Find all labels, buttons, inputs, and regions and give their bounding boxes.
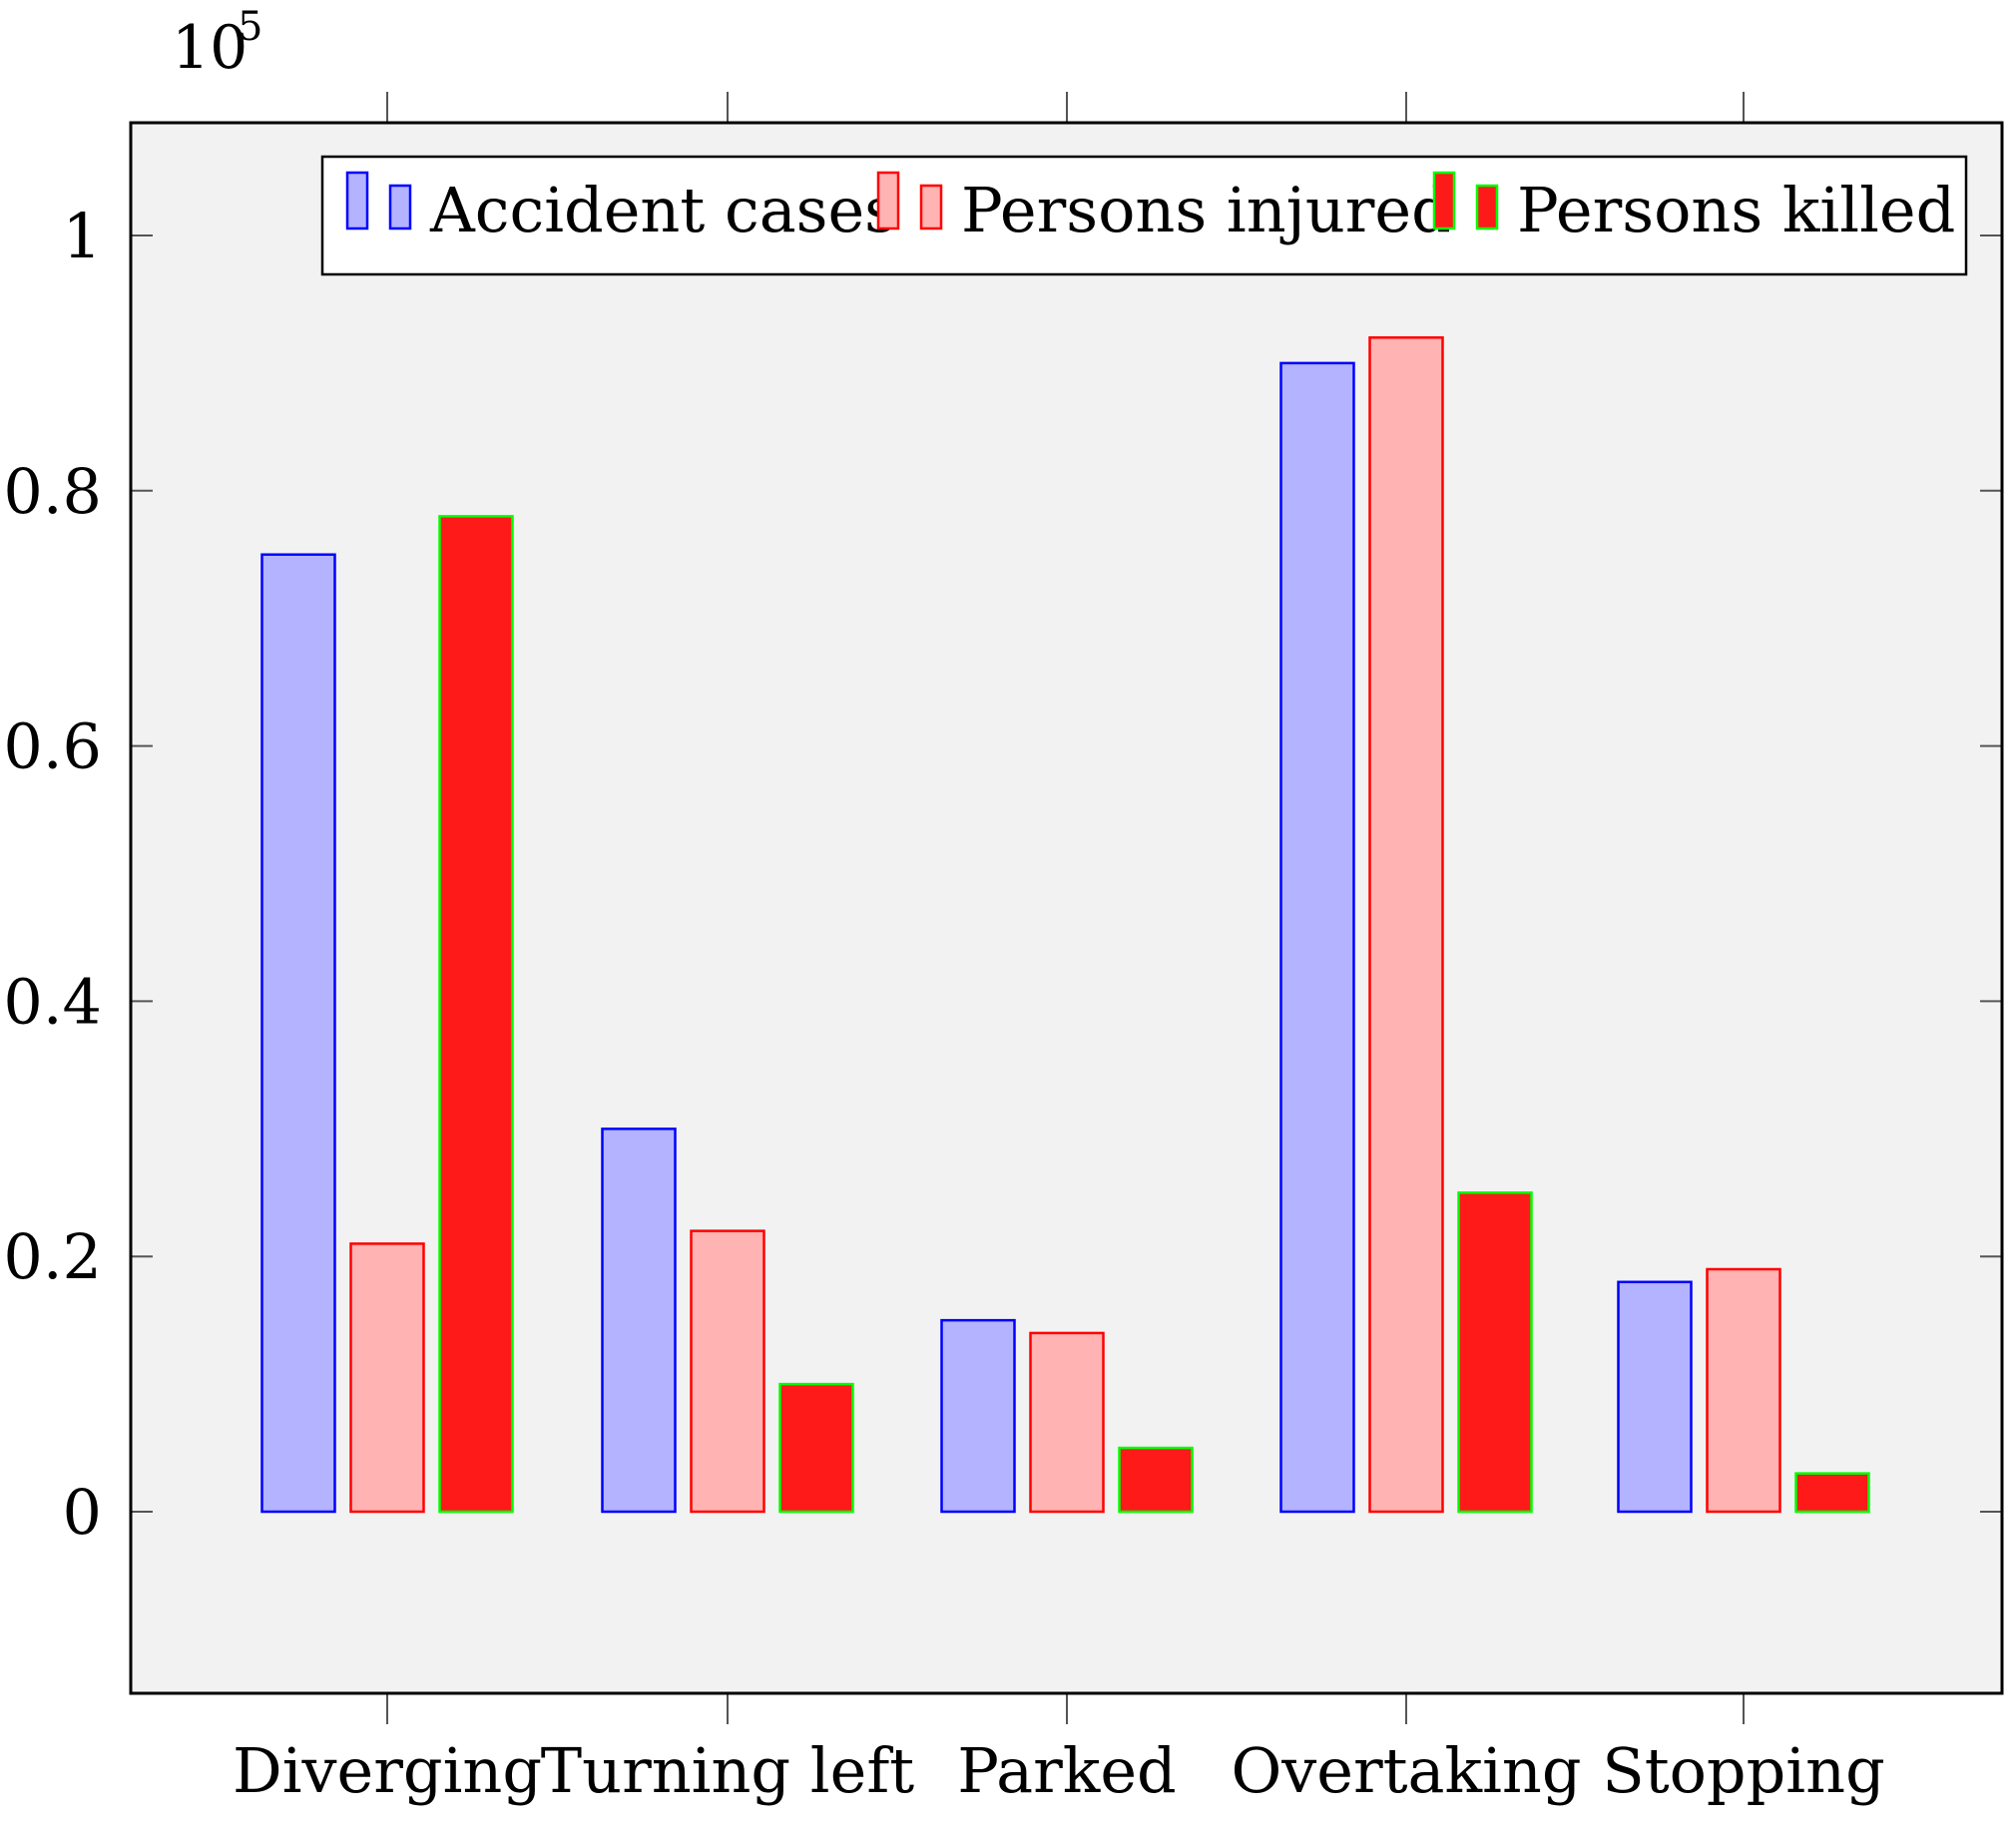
bar-accident-cases [940, 1318, 1016, 1514]
legend-label-persons-killed: Persons killed [1517, 174, 1955, 246]
bar-persons-injured [1029, 1331, 1105, 1514]
legend-label-persons-injured: Persons injured [961, 174, 1451, 246]
x-category-label: Turning left [541, 1734, 914, 1807]
legend-swatch-persons-killed [1432, 171, 1456, 230]
legend-label-accident-cases: Accident cases [429, 174, 896, 246]
bar-accident-cases [260, 553, 336, 1514]
x-category-label: Diverging [233, 1734, 542, 1807]
legend-swatch-persons-killed [1475, 184, 1499, 230]
bar-persons-injured [690, 1229, 765, 1514]
bar-accident-cases [1617, 1280, 1693, 1514]
y-tick-label: 0.4 [3, 965, 102, 1038]
bar-persons-injured [349, 1242, 425, 1514]
bar-persons-killed [438, 515, 514, 1514]
y-scale-label: 10 [172, 13, 248, 83]
y-tick-label: 0 [63, 1476, 102, 1549]
bar-persons-killed [1457, 1191, 1533, 1514]
bar-persons-injured [1706, 1267, 1781, 1514]
y-tick-label: 0.8 [3, 455, 102, 528]
legend-swatch-persons-injured [919, 184, 943, 230]
legend-swatch-accident-cases [345, 171, 369, 230]
y-tick-label: 0.6 [3, 710, 102, 783]
bar-persons-killed [778, 1382, 854, 1514]
bar-accident-cases [601, 1128, 677, 1514]
y-scale-exponent: 5 [238, 4, 262, 50]
bar-persons-injured [1368, 336, 1444, 1514]
x-category-label: Stopping [1602, 1734, 1885, 1807]
legend-swatch-accident-cases [388, 184, 412, 230]
y-tick-label: 1 [63, 200, 102, 272]
bar-accident-cases [1279, 361, 1355, 1514]
y-tick-label: 0.2 [3, 1220, 102, 1293]
x-category-label: Overtaking [1231, 1734, 1581, 1807]
x-category-label: Parked [957, 1734, 1176, 1807]
bar-persons-killed [1118, 1446, 1194, 1514]
plot-frame [129, 121, 2004, 1695]
legend-swatch-persons-injured [876, 171, 900, 230]
legend-box [320, 155, 1968, 276]
bar-persons-killed [1794, 1472, 1870, 1514]
